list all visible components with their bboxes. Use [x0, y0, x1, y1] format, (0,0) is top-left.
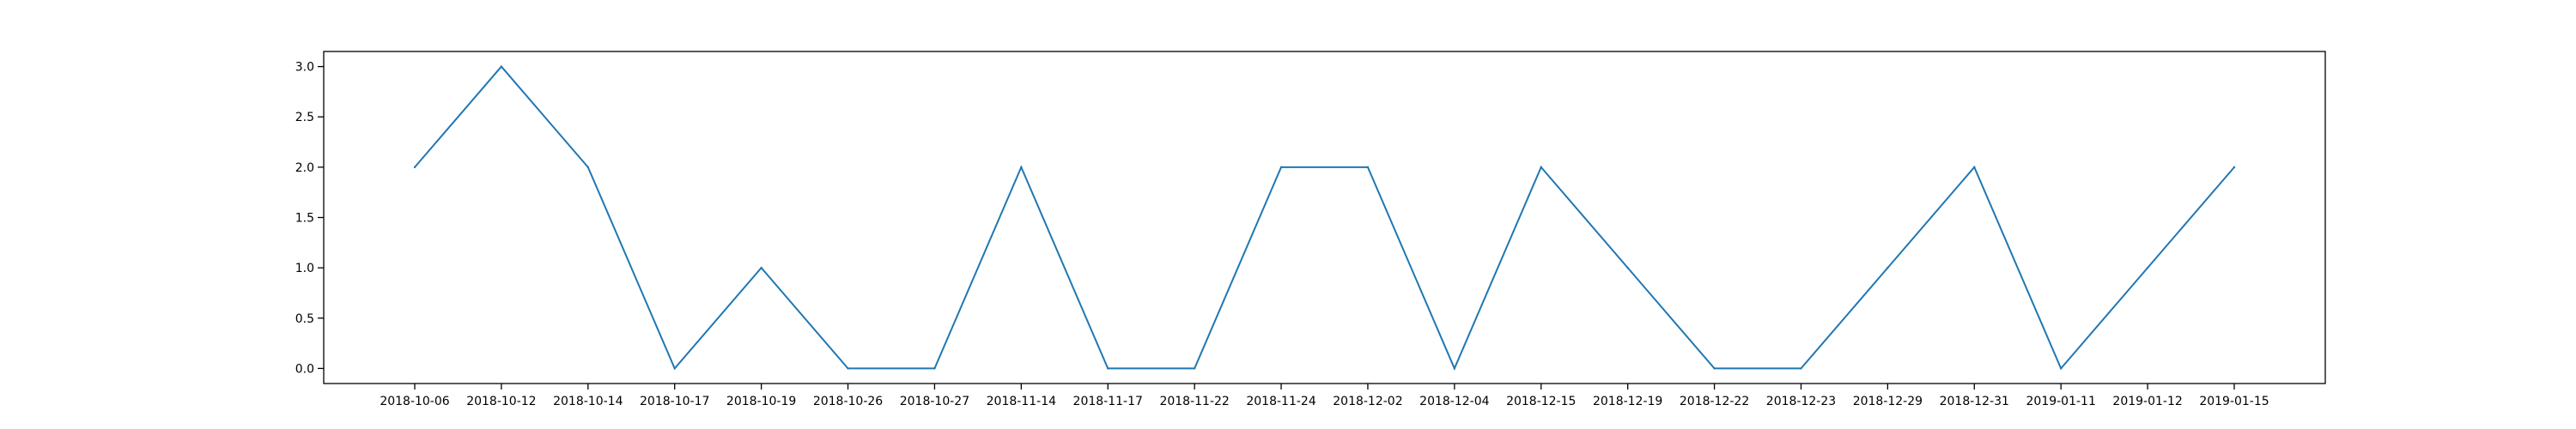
y-tick-label: 3.0 [295, 61, 314, 75]
data-point [2233, 166, 2236, 169]
data-point [1886, 266, 1889, 269]
x-tick-label: 2018-12-31 [1940, 395, 2009, 408]
y-tick-label: 1.5 [295, 212, 314, 226]
x-tick-label: 2018-12-04 [1419, 395, 1489, 408]
x-tick-label: 2019-01-11 [2026, 395, 2096, 408]
x-tick-label: 2018-10-14 [553, 395, 623, 408]
x-tick-label: 2018-11-22 [1159, 395, 1229, 408]
data-point [1713, 367, 1716, 370]
y-axis-ticks: 0.0 0.5 1.0 1.5 2.0 2.5 3.0 [295, 61, 324, 376]
data-point [673, 367, 676, 370]
data-point [586, 166, 590, 169]
x-tick-label: 2018-11-14 [987, 395, 1056, 408]
x-axis-ticks: 2018-10-06 2018-10-12 2018-10-14 2018-10-17… [380, 384, 2269, 408]
x-tick-label: 2018-10-27 [900, 395, 969, 408]
series-layer [413, 65, 2236, 371]
data-point [933, 367, 936, 370]
data-point [1800, 367, 1802, 370]
plot-area-frame [323, 51, 2326, 384]
y-tick-label: 0.0 [295, 362, 314, 376]
data-point [500, 65, 503, 68]
x-tick-label: 2018-10-19 [726, 395, 796, 408]
x-tick-label: 2018-12-15 [1506, 395, 1576, 408]
x-tick-label: 2018-10-12 [466, 395, 536, 408]
data-point [1279, 166, 1283, 169]
x-tick-label: 2018-12-02 [1333, 395, 1402, 408]
x-tick-label: 2018-12-19 [1593, 395, 1662, 408]
x-tick-label: 2018-12-23 [1766, 395, 1836, 408]
data-point [2146, 266, 2149, 269]
data-point [1973, 166, 1976, 169]
data-point [760, 266, 762, 269]
y-tick-label: 2.0 [295, 161, 314, 175]
y-tick-label: 0.5 [295, 312, 314, 326]
series-line [414, 65, 2235, 371]
x-tick-label: 2018-11-17 [1073, 395, 1143, 408]
x-tick-label: 2018-12-22 [1680, 395, 1749, 408]
data-point [1453, 367, 1456, 370]
data-point [1540, 166, 1542, 169]
data-point [1193, 367, 1196, 370]
x-tick-label: 2019-01-15 [2199, 395, 2269, 408]
x-tick-label: 2018-10-06 [380, 395, 449, 408]
data-point [1020, 166, 1023, 169]
data-point [413, 166, 416, 169]
y-tick-label: 2.5 [295, 111, 314, 124]
y-tick-label: 1.0 [295, 262, 314, 275]
x-tick-label: 2018-11-24 [1246, 395, 1315, 408]
x-tick-label: 2019-01-12 [2112, 395, 2182, 408]
data-point [2059, 367, 2063, 370]
x-tick-label: 2018-10-17 [640, 395, 709, 408]
data-point [1366, 166, 1370, 169]
data-point [1626, 266, 1629, 269]
x-tick-label: 2018-10-26 [813, 395, 883, 408]
data-point [1107, 367, 1109, 370]
x-tick-label: 2018-12-29 [1853, 395, 1923, 408]
data-point [847, 367, 849, 370]
